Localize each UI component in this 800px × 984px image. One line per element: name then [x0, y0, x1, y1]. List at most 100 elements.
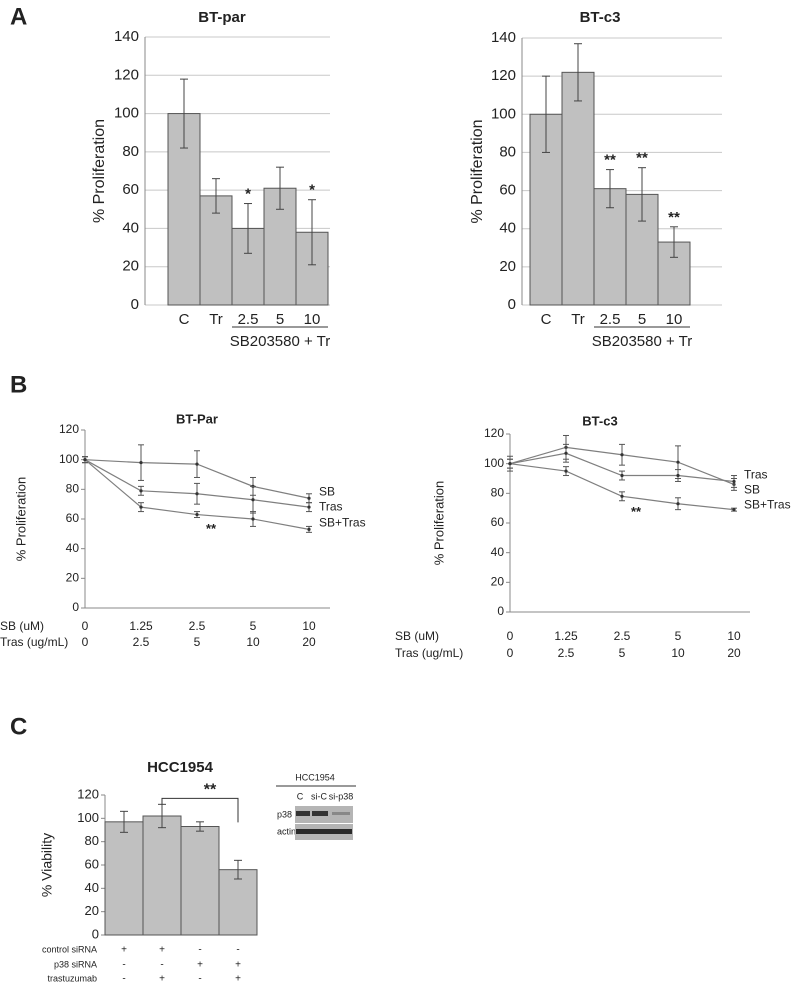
- point: [307, 505, 311, 509]
- blot-band: [296, 829, 352, 834]
- condition-label: trastuzumab: [47, 973, 97, 983]
- series-label: SB: [319, 484, 335, 498]
- error-bar: [180, 78, 188, 149]
- condition-value: +: [159, 945, 165, 956]
- x-tick-label: 2.5: [558, 646, 575, 660]
- x-tick-label: 20: [302, 635, 316, 649]
- y-tick-label: 100: [491, 105, 516, 122]
- blot-lane: si-p38: [329, 791, 354, 801]
- point: [251, 498, 255, 502]
- y-tick-label: 120: [77, 786, 99, 801]
- error-bar: [638, 167, 646, 222]
- chart-title: BT-c3: [582, 413, 617, 428]
- point: [139, 505, 143, 509]
- blot-title: HCC1954: [295, 772, 335, 782]
- condition-label: p38 siRNA: [54, 959, 97, 969]
- y-axis-label: % Proliferation: [91, 119, 108, 223]
- y-tick-label: 80: [499, 143, 516, 160]
- panel-label: A: [10, 3, 27, 30]
- series-label: Tras: [319, 499, 343, 513]
- blot-row: actin: [277, 826, 296, 836]
- y-tick-label: 100: [77, 810, 99, 825]
- y-tick-label: 40: [499, 220, 516, 237]
- y-tick-label: 60: [491, 515, 505, 529]
- condition-value: -: [122, 960, 125, 971]
- y-tick-label: 120: [59, 422, 79, 436]
- condition-value: -: [236, 945, 239, 956]
- point: [195, 462, 199, 466]
- condition-value: +: [235, 974, 241, 984]
- comparison-label: **: [204, 782, 217, 799]
- bar: [142, 815, 182, 936]
- condition-value: -: [198, 974, 201, 984]
- point: [83, 458, 87, 462]
- condition-value: -: [198, 945, 201, 956]
- significance-label: **: [636, 150, 648, 167]
- y-tick-label: 100: [484, 456, 504, 470]
- comparison-bracket: [161, 797, 239, 823]
- y-tick-label: 0: [497, 604, 504, 618]
- y-axis-label: % Proliferation: [469, 119, 486, 223]
- y-tick-label: 80: [491, 486, 505, 500]
- y-tick-label: 40: [66, 541, 80, 555]
- y-tick-label: 0: [72, 600, 79, 614]
- y-tick-label: 100: [114, 105, 139, 122]
- error-bar: [120, 810, 128, 833]
- x-tick-label: Tr: [209, 311, 223, 328]
- error-bar: [196, 821, 204, 832]
- condition-value: +: [197, 960, 203, 971]
- group-label: SB203580 + Tr: [230, 333, 331, 350]
- x-tick-label: 5: [276, 311, 284, 328]
- x-tick-label: 5: [250, 619, 257, 633]
- x-tick-label: 1.25: [129, 619, 153, 633]
- x-tick-label: Tr: [571, 311, 585, 328]
- x-tick-label: 0: [507, 629, 514, 643]
- series-label: SB+Tras: [319, 516, 366, 530]
- y-tick-label: 80: [122, 143, 139, 160]
- chart-title: BT-Par: [176, 411, 218, 426]
- error-bar: [276, 166, 284, 210]
- blot-band: [296, 811, 310, 816]
- y-tick-label: 0: [131, 296, 139, 313]
- bar: [104, 821, 144, 936]
- x-tick-label: 0: [507, 646, 514, 660]
- point: [676, 473, 680, 478]
- significance-label: *: [245, 186, 251, 203]
- point: [732, 508, 736, 512]
- error-bar: [244, 203, 252, 254]
- x-tick-label: 2.5: [133, 635, 150, 649]
- x-tick-label: 10: [666, 311, 683, 328]
- point: [195, 492, 199, 496]
- blot-band: [312, 811, 328, 816]
- y-axis-label: % Viability: [39, 833, 55, 897]
- x-row-label: Tras (ug/mL): [395, 646, 463, 660]
- x-tick-label: 2.5: [238, 311, 259, 328]
- x-tick-label: 2.5: [600, 311, 621, 328]
- condition-value: -: [160, 960, 163, 971]
- point: [620, 494, 624, 498]
- point: [564, 469, 568, 473]
- x-tick-label: C: [541, 311, 552, 328]
- bar: [561, 71, 595, 306]
- y-tick-label: 100: [59, 452, 79, 466]
- y-tick-label: 40: [491, 545, 505, 559]
- y-tick-label: 80: [66, 482, 80, 496]
- point: [732, 479, 736, 484]
- x-tick-label: 10: [302, 619, 316, 633]
- point: [564, 451, 568, 455]
- error-bar: [234, 859, 242, 880]
- point: [620, 473, 624, 478]
- point: [676, 502, 680, 506]
- point: [307, 496, 311, 500]
- point: [307, 527, 311, 531]
- condition-label: control siRNA: [42, 944, 97, 954]
- bar: [218, 869, 258, 936]
- y-tick-label: 120: [484, 426, 504, 440]
- y-axis-label: % Proliferation: [13, 477, 28, 562]
- y-tick-label: 140: [114, 28, 139, 45]
- blot-lane: C: [297, 791, 304, 801]
- chart-title: HCC1954: [147, 759, 214, 776]
- significance-label: **: [668, 209, 680, 226]
- y-tick-label: 20: [85, 903, 99, 918]
